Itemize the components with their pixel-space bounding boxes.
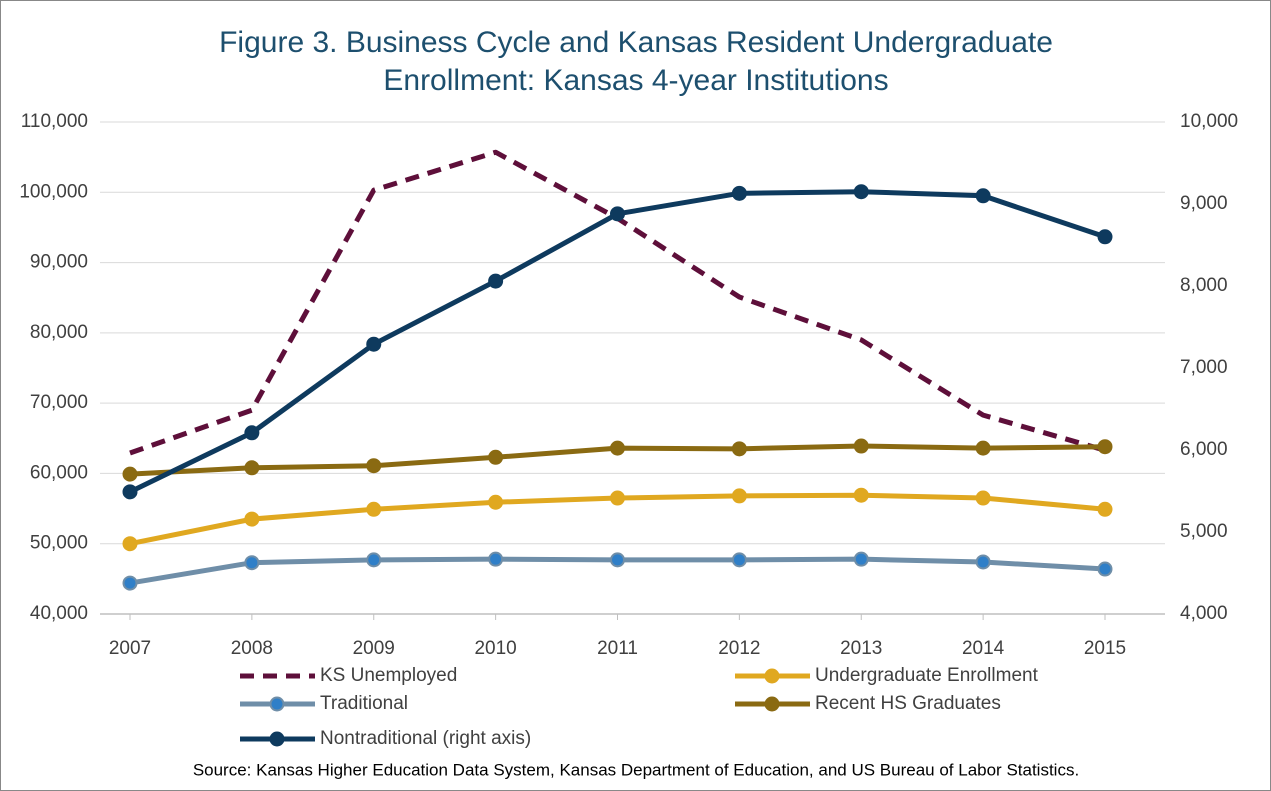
series-marker xyxy=(1097,501,1113,517)
legend-marker xyxy=(269,731,285,747)
series-marker xyxy=(366,458,382,474)
legend-label: KS Unemployed xyxy=(320,665,457,686)
series-marker xyxy=(731,488,747,504)
chart-title: Figure 3. Business Cycle and Kansas Resi… xyxy=(219,26,1053,59)
series-marker xyxy=(366,501,382,517)
x-tick-label: 2011 xyxy=(597,638,638,659)
x-tick-label: 2012 xyxy=(718,638,760,659)
series-marker xyxy=(853,438,869,454)
series-marker xyxy=(731,552,747,568)
series-marker xyxy=(122,484,138,500)
series-marker xyxy=(366,552,382,568)
y2-tick-label: 5,000 xyxy=(1180,521,1228,542)
y-tick-label: 40,000 xyxy=(30,603,88,624)
series-marker xyxy=(975,554,991,570)
x-tick-label: 2009 xyxy=(353,638,395,659)
series-marker xyxy=(488,551,504,567)
series-marker xyxy=(1097,439,1113,455)
x-tick-label: 2010 xyxy=(474,638,516,659)
chart-title: Enrollment: Kansas 4-year Institutions xyxy=(383,64,888,97)
series-marker xyxy=(975,188,991,204)
y2-tick-label: 6,000 xyxy=(1180,439,1228,460)
series-marker xyxy=(366,336,382,352)
x-tick-label: 2015 xyxy=(1084,638,1126,659)
series-marker xyxy=(122,575,138,591)
y-tick-label: 90,000 xyxy=(30,252,88,273)
y2-tick-label: 8,000 xyxy=(1180,275,1228,296)
series-marker xyxy=(244,425,260,441)
series-marker xyxy=(488,494,504,510)
series-marker xyxy=(244,555,260,571)
series-marker xyxy=(610,490,625,506)
y-tick-label: 100,000 xyxy=(19,181,88,202)
x-tick-label: 2013 xyxy=(840,638,882,659)
legend-label: Nontraditional (right axis) xyxy=(320,728,531,749)
y-tick-label: 70,000 xyxy=(30,392,88,413)
legend-label: Undergraduate Enrollment xyxy=(815,665,1039,686)
series-marker xyxy=(853,487,869,503)
series-marker xyxy=(975,490,991,506)
y-tick-label: 50,000 xyxy=(30,533,88,554)
y-tick-label: 110,000 xyxy=(21,111,88,132)
series-marker xyxy=(122,466,138,482)
x-tick-label: 2007 xyxy=(109,638,151,659)
legend-marker xyxy=(269,696,285,712)
series-marker xyxy=(122,536,138,552)
series-marker xyxy=(853,551,869,567)
x-tick-label: 2014 xyxy=(962,638,1005,659)
source: Source: Kansas Higher Education Data Sys… xyxy=(193,760,1079,779)
y2-tick-label: 10,000 xyxy=(1180,111,1238,132)
series-marker xyxy=(610,440,625,456)
series-marker xyxy=(1097,229,1113,245)
y-tick-label: 60,000 xyxy=(30,462,88,483)
y2-tick-label: 9,000 xyxy=(1180,193,1228,214)
series-marker xyxy=(731,185,747,201)
legend-label: Recent HS Graduates xyxy=(815,693,1001,714)
legend-marker xyxy=(764,696,780,712)
series-marker xyxy=(610,552,625,568)
series-marker xyxy=(610,206,625,222)
series-marker xyxy=(975,440,991,456)
x-tick-label: 2008 xyxy=(231,638,273,659)
series-marker xyxy=(244,511,260,527)
series-marker xyxy=(488,449,504,465)
legend-marker xyxy=(764,668,780,684)
series-marker xyxy=(731,441,747,457)
legend-label: Traditional xyxy=(320,693,408,714)
y-tick-label: 80,000 xyxy=(30,322,88,343)
series-marker xyxy=(853,184,869,200)
y2-tick-label: 4,000 xyxy=(1180,603,1228,624)
series-marker xyxy=(244,460,260,476)
series-marker xyxy=(1097,561,1113,577)
y2-tick-label: 7,000 xyxy=(1180,357,1228,378)
series-marker xyxy=(488,273,504,289)
